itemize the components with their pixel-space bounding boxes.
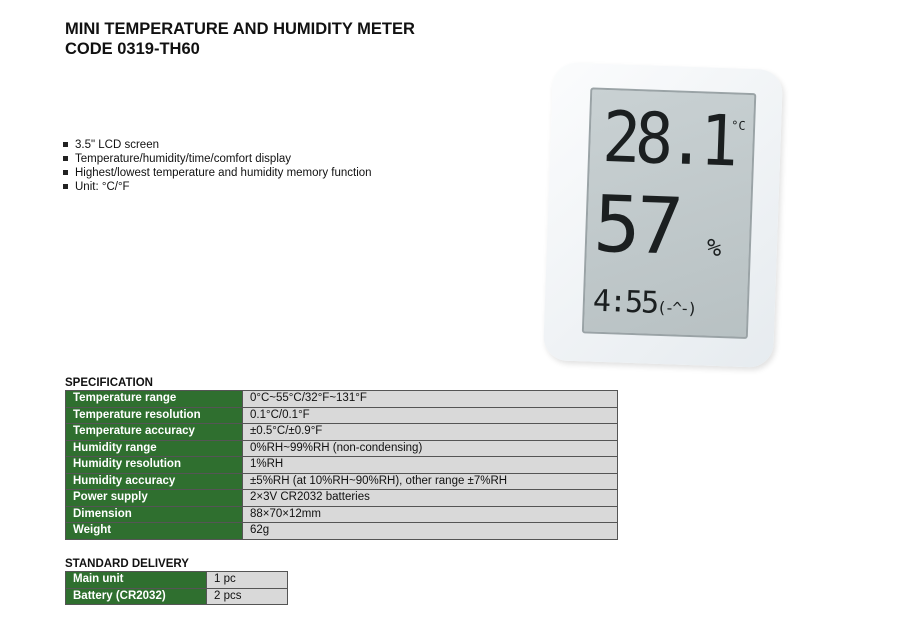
- table-row: Temperature accuracy ±0.5°C/±0.9°F: [65, 423, 618, 441]
- row-label: Humidity range: [65, 439, 243, 457]
- row-label: Battery (CR2032): [65, 587, 207, 605]
- product-image: 28.1 °C 57 % 4:55(-^-): [542, 62, 784, 368]
- table-row: Dimension 88×70×12mm: [65, 505, 618, 523]
- table-row: Humidity range 0%RH~99%RH (non-condensing…: [65, 439, 618, 457]
- table-row: Power supply 2×3V CR2032 batteries: [65, 489, 618, 507]
- table-row: Weight 62g: [65, 522, 618, 540]
- lcd-screen: 28.1 °C 57 % 4:55(-^-): [581, 87, 757, 340]
- lcd-time: 4:55(-^-): [592, 284, 696, 323]
- table-row: Battery (CR2032) 2 pcs: [65, 587, 288, 605]
- feature-item: Temperature/humidity/time/comfort displa…: [62, 152, 372, 166]
- title-line: MINI TEMPERATURE AND HUMIDITY METER: [65, 20, 415, 38]
- delivery-table: Main unit 1 pc Battery (CR2032) 2 pcs: [65, 571, 288, 605]
- lcd-comfort-face: (-^-): [656, 297, 696, 319]
- feature-item: Highest/lowest temperature and humidity …: [62, 166, 372, 180]
- lcd-time-value: 4:55: [592, 283, 658, 321]
- row-label: Weight: [65, 522, 243, 540]
- row-label: Humidity resolution: [65, 456, 243, 474]
- row-label: Temperature accuracy: [65, 423, 243, 441]
- table-row: Temperature resolution 0.1°C/0.1°F: [65, 406, 618, 424]
- table-row: Humidity accuracy ±5%RH (at 10%RH~90%RH),…: [65, 472, 618, 490]
- row-value: ±5%RH (at 10%RH~90%RH), other range ±7%R…: [242, 472, 618, 490]
- row-value: 0%RH~99%RH (non-condensing): [242, 439, 618, 457]
- feature-item: 3.5" LCD screen: [62, 138, 372, 152]
- lcd-humidity-unit: %: [706, 233, 722, 263]
- lcd-temp-unit: °C: [730, 118, 746, 133]
- page-title: MINI TEMPERATURE AND HUMIDITY METER CODE…: [65, 19, 415, 59]
- row-label: Humidity accuracy: [65, 472, 243, 490]
- table-row: Humidity resolution 1%RH: [65, 456, 618, 474]
- delivery-heading: STANDARD DELIVERY: [65, 558, 189, 570]
- row-value: 62g: [242, 522, 618, 540]
- row-value: 2×3V CR2032 batteries: [242, 489, 618, 507]
- row-label: Main unit: [65, 571, 207, 589]
- row-value: 1%RH: [242, 456, 618, 474]
- row-label: Temperature resolution: [65, 406, 243, 424]
- row-value: ±0.5°C/±0.9°F: [242, 423, 618, 441]
- lcd-temperature: 28.1: [601, 95, 735, 183]
- specification-heading: SPECIFICATION: [65, 377, 153, 389]
- row-value: 0°C~55°C/32°F~131°F: [242, 390, 618, 408]
- row-value: 0.1°C/0.1°F: [242, 406, 618, 424]
- feature-item: Unit: °C/°F: [62, 180, 372, 194]
- table-row: Main unit 1 pc: [65, 571, 288, 589]
- lcd-humidity: 57: [592, 179, 682, 273]
- row-label: Power supply: [65, 489, 243, 507]
- row-label: Dimension: [65, 505, 243, 523]
- row-value: 88×70×12mm: [242, 505, 618, 523]
- row-value: 1 pc: [206, 571, 288, 589]
- row-value: 2 pcs: [206, 587, 288, 605]
- specification-table: Temperature range 0°C~55°C/32°F~131°F Temp…: [65, 390, 618, 540]
- row-label: Temperature range: [65, 390, 243, 408]
- feature-list: 3.5" LCD screen Temperature/humidity/tim…: [62, 138, 372, 194]
- product-code: CODE 0319-TH60: [65, 40, 200, 58]
- table-row: Temperature range 0°C~55°C/32°F~131°F: [65, 390, 618, 408]
